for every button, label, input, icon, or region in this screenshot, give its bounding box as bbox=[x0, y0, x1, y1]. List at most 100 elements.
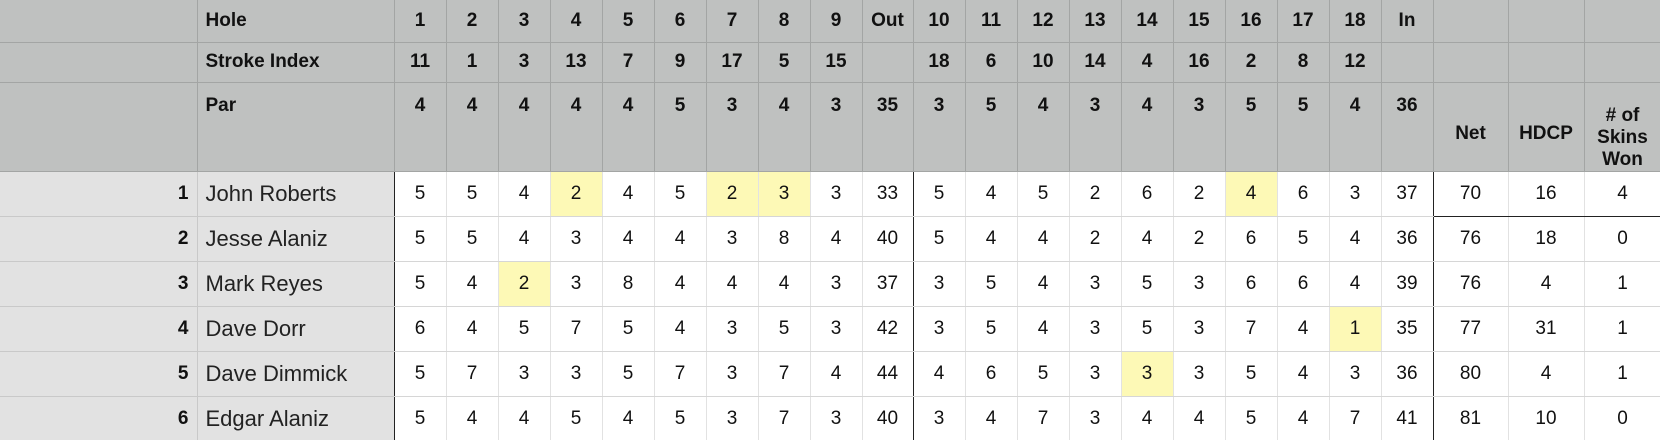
score-cell[interactable]: 4 bbox=[498, 170, 551, 217]
score-cell[interactable]: 3 bbox=[810, 261, 863, 307]
score-cell[interactable]: 8 bbox=[758, 216, 811, 262]
score-cell[interactable]: 3 bbox=[1069, 306, 1122, 352]
score-cell[interactable]: 3 bbox=[913, 396, 966, 440]
score-cell[interactable]: 3 bbox=[810, 396, 863, 440]
score-cell[interactable]: 4 bbox=[654, 261, 707, 307]
player-name-cell[interactable]: Mark Reyes bbox=[197, 261, 395, 307]
score-cell[interactable]: 3 bbox=[1329, 351, 1382, 397]
score-cell[interactable]: 7 bbox=[550, 306, 603, 352]
score-cell[interactable]: 5 bbox=[965, 261, 1018, 307]
score-cell[interactable]: 4 bbox=[446, 396, 499, 440]
score-cell[interactable]: 3 bbox=[706, 216, 759, 262]
score-cell[interactable]: 7 bbox=[1017, 396, 1070, 440]
score-cell[interactable]: 3 bbox=[1329, 170, 1382, 217]
score-cell[interactable]: 4 bbox=[1173, 396, 1226, 440]
score-cell[interactable]: 3 bbox=[1173, 306, 1226, 352]
score-cell[interactable]: 7 bbox=[446, 351, 499, 397]
score-cell[interactable]: 6 bbox=[1225, 261, 1278, 307]
score-cell[interactable]: 5 bbox=[446, 170, 499, 217]
score-cell[interactable]: 5 bbox=[965, 306, 1018, 352]
score-cell[interactable]: 7 bbox=[758, 396, 811, 440]
score-cell[interactable]: 3 bbox=[1121, 351, 1174, 397]
score-cell[interactable]: 4 bbox=[602, 396, 655, 440]
score-cell[interactable]: 3 bbox=[550, 261, 603, 307]
score-cell[interactable]: 4 bbox=[913, 351, 966, 397]
score-cell[interactable]: 5 bbox=[602, 306, 655, 352]
score-cell[interactable]: 3 bbox=[1173, 351, 1226, 397]
score-cell[interactable]: 5 bbox=[758, 306, 811, 352]
score-cell[interactable]: 5 bbox=[394, 351, 447, 397]
score-cell[interactable]: 3 bbox=[913, 306, 966, 352]
score-cell[interactable]: 4 bbox=[1017, 261, 1070, 307]
score-cell[interactable]: 5 bbox=[1225, 396, 1278, 440]
score-cell[interactable]: 4 bbox=[1329, 216, 1382, 262]
score-cell[interactable]: 2 bbox=[550, 170, 603, 217]
score-cell[interactable]: 3 bbox=[706, 306, 759, 352]
score-cell[interactable]: 3 bbox=[550, 216, 603, 262]
score-cell[interactable]: 8 bbox=[602, 261, 655, 307]
score-cell[interactable]: 4 bbox=[965, 170, 1018, 217]
score-cell[interactable]: 2 bbox=[1069, 170, 1122, 217]
score-cell[interactable]: 5 bbox=[913, 170, 966, 217]
score-cell[interactable]: 4 bbox=[706, 261, 759, 307]
score-cell[interactable]: 4 bbox=[498, 396, 551, 440]
score-cell[interactable]: 2 bbox=[706, 170, 759, 217]
score-cell[interactable]: 6 bbox=[1277, 261, 1330, 307]
score-cell[interactable]: 4 bbox=[654, 306, 707, 352]
score-cell[interactable]: 5 bbox=[1225, 351, 1278, 397]
score-cell[interactable]: 4 bbox=[1225, 170, 1278, 217]
score-cell[interactable]: 2 bbox=[1173, 216, 1226, 262]
player-name-cell[interactable]: Dave Dimmick bbox=[197, 351, 395, 397]
score-cell[interactable]: 5 bbox=[1017, 351, 1070, 397]
score-cell[interactable]: 7 bbox=[1329, 396, 1382, 440]
score-cell[interactable]: 3 bbox=[1069, 351, 1122, 397]
score-cell[interactable]: 7 bbox=[654, 351, 707, 397]
score-cell[interactable]: 5 bbox=[394, 216, 447, 262]
score-cell[interactable]: 4 bbox=[602, 216, 655, 262]
player-name-cell[interactable]: Jesse Alaniz bbox=[197, 216, 395, 262]
score-cell[interactable]: 3 bbox=[810, 306, 863, 352]
score-cell[interactable]: 5 bbox=[1277, 216, 1330, 262]
score-cell[interactable]: 4 bbox=[602, 170, 655, 217]
score-cell[interactable]: 7 bbox=[1225, 306, 1278, 352]
score-cell[interactable]: 2 bbox=[1173, 170, 1226, 217]
score-cell[interactable]: 5 bbox=[654, 396, 707, 440]
score-cell[interactable]: 2 bbox=[1069, 216, 1122, 262]
score-cell[interactable]: 3 bbox=[758, 170, 811, 217]
score-cell[interactable]: 3 bbox=[1069, 261, 1122, 307]
score-cell[interactable]: 4 bbox=[965, 396, 1018, 440]
score-cell[interactable]: 4 bbox=[1121, 396, 1174, 440]
score-cell[interactable]: 5 bbox=[913, 216, 966, 262]
score-cell[interactable]: 3 bbox=[706, 396, 759, 440]
score-cell[interactable]: 4 bbox=[446, 261, 499, 307]
score-cell[interactable]: 2 bbox=[498, 261, 551, 307]
score-cell[interactable]: 3 bbox=[550, 351, 603, 397]
score-cell[interactable]: 4 bbox=[1329, 261, 1382, 307]
score-cell[interactable]: 4 bbox=[1017, 216, 1070, 262]
score-cell[interactable]: 5 bbox=[602, 351, 655, 397]
score-cell[interactable]: 4 bbox=[654, 216, 707, 262]
score-cell[interactable]: 5 bbox=[394, 261, 447, 307]
score-cell[interactable]: 4 bbox=[810, 351, 863, 397]
score-cell[interactable]: 4 bbox=[1017, 306, 1070, 352]
score-cell[interactable]: 3 bbox=[810, 170, 863, 217]
player-name-cell[interactable]: Dave Dorr bbox=[197, 306, 395, 352]
player-name-cell[interactable]: John Roberts bbox=[197, 170, 395, 217]
score-cell[interactable]: 4 bbox=[810, 216, 863, 262]
score-cell[interactable]: 3 bbox=[1173, 261, 1226, 307]
score-cell[interactable]: 1 bbox=[1329, 306, 1382, 352]
score-cell[interactable]: 3 bbox=[706, 351, 759, 397]
score-cell[interactable]: 4 bbox=[1277, 351, 1330, 397]
score-cell[interactable]: 4 bbox=[1277, 306, 1330, 352]
score-cell[interactable]: 5 bbox=[1017, 170, 1070, 217]
score-cell[interactable]: 6 bbox=[1121, 170, 1174, 217]
score-cell[interactable]: 6 bbox=[965, 351, 1018, 397]
score-cell[interactable]: 5 bbox=[446, 216, 499, 262]
score-cell[interactable]: 5 bbox=[1121, 261, 1174, 307]
score-cell[interactable]: 5 bbox=[498, 306, 551, 352]
score-cell[interactable]: 6 bbox=[1277, 170, 1330, 217]
score-cell[interactable]: 4 bbox=[446, 306, 499, 352]
player-name-cell[interactable]: Edgar Alaniz bbox=[197, 396, 395, 440]
score-cell[interactable]: 3 bbox=[913, 261, 966, 307]
score-cell[interactable]: 4 bbox=[965, 216, 1018, 262]
